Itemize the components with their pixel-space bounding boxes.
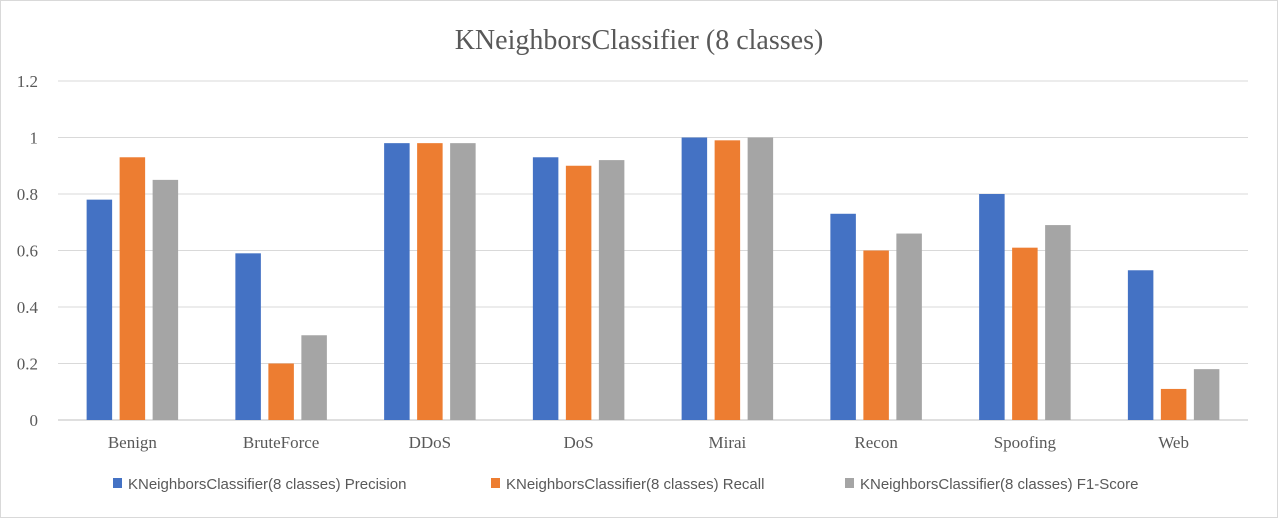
x-category-label: Web <box>1158 433 1189 452</box>
legend-label: KNeighborsClassifier(8 classes) Precisio… <box>128 476 406 493</box>
y-tick-label: 1 <box>30 129 39 148</box>
bar-spoofing-recall <box>1012 247 1038 420</box>
bar-benign-recall <box>119 157 146 420</box>
bar-bruteforce-f1-score <box>301 335 327 420</box>
y-tick-label: 0.2 <box>17 355 38 374</box>
y-axis-ticks: 0 0.2 0.4 0.6 0.8 1 1.2 <box>17 72 39 430</box>
x-category-label: Recon <box>854 433 898 452</box>
legend: KNeighborsClassifier(8 classes) Precisio… <box>113 476 1138 493</box>
bar-web-f1-score <box>1193 369 1220 420</box>
y-tick-label: 0.4 <box>17 298 39 317</box>
bar-recon-f1-score <box>896 233 922 420</box>
bar-benign-precision <box>86 199 113 420</box>
y-tick-label: 0.8 <box>17 185 38 204</box>
bar-recon-recall <box>863 250 889 420</box>
x-category-label: DDoS <box>409 433 452 452</box>
legend-swatch <box>113 478 122 488</box>
x-category-label: Spoofing <box>994 433 1057 452</box>
bar-dos-f1-score <box>598 160 625 420</box>
bar-ddos-recall <box>417 143 443 420</box>
legend-label: KNeighborsClassifier(8 classes) Recall <box>506 476 764 493</box>
bar-ddos-f1-score <box>450 143 476 420</box>
bar-dos-precision <box>532 157 559 420</box>
y-tick-label: 0 <box>30 411 39 430</box>
y-tick-label: 0.6 <box>17 242 38 261</box>
bar-ddos-precision <box>384 143 410 420</box>
bar-bruteforce-recall <box>268 363 294 420</box>
y-tick-label: 1.2 <box>17 72 38 91</box>
x-category-label: Mirai <box>708 433 746 452</box>
bar-web-recall <box>1160 388 1187 420</box>
bar-mirai-recall <box>714 140 741 420</box>
bar-mirai-precision <box>681 137 708 420</box>
bar-bruteforce-precision <box>235 253 261 420</box>
legend-swatch <box>491 478 500 488</box>
chart-title: KNeighborsClassifier (8 classes) <box>455 25 824 56</box>
x-category-label: DoS <box>564 433 594 452</box>
legend-label: KNeighborsClassifier(8 classes) F1-Score <box>860 476 1138 493</box>
x-axis-categories: Benign BruteForce DDoS DoS Mirai Recon Spoofin… <box>108 433 1189 452</box>
bar-spoofing-f1-score <box>1045 225 1071 420</box>
bar-spoofing-precision <box>979 194 1005 420</box>
legend-swatch <box>845 478 854 488</box>
bar-dos-recall <box>565 165 592 420</box>
bar-web-precision <box>1127 270 1154 420</box>
bar-benign-f1-score <box>152 179 179 420</box>
x-category-label: Benign <box>108 433 158 452</box>
bar-mirai-f1-score <box>747 137 774 420</box>
bar-recon-precision <box>830 213 856 420</box>
x-category-label: BruteForce <box>243 433 319 452</box>
bars <box>86 137 1220 420</box>
